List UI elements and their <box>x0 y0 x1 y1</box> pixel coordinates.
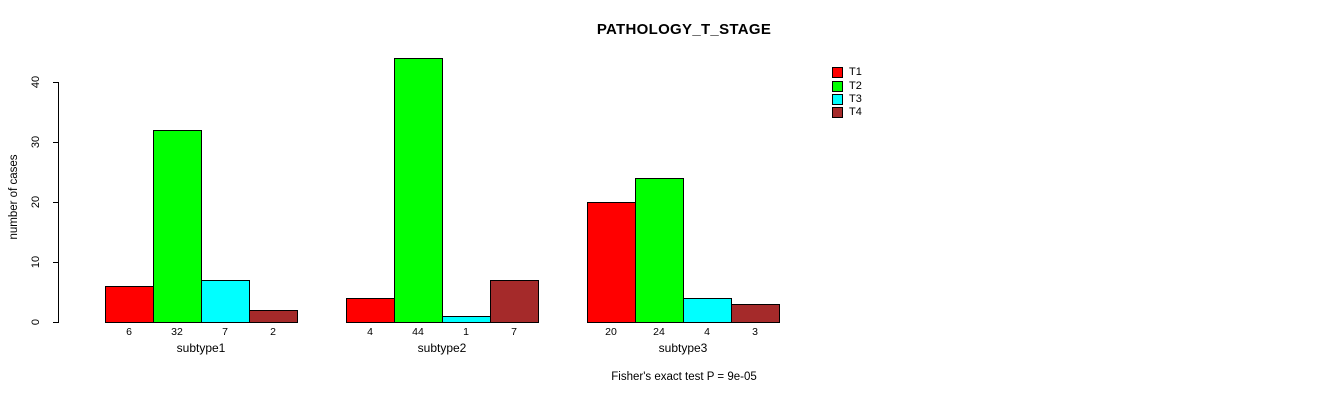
legend: T1 T2 T3 T4 <box>832 66 862 120</box>
bar-subtype3-T1 <box>587 202 636 323</box>
bar-value-label: 4 <box>367 326 373 338</box>
stat-annotation: Fisher's exact test P = 9e-05 <box>611 371 757 383</box>
bar-value-label: 44 <box>412 326 424 338</box>
legend-item-T4: T4 <box>832 106 862 119</box>
bar-value-label: 20 <box>605 326 617 338</box>
bar-value-label: 2 <box>270 326 276 338</box>
legend-label: T2 <box>849 79 862 92</box>
y-axis-tick <box>53 142 58 143</box>
legend-item-T3: T3 <box>832 93 862 106</box>
legend-item-T2: T2 <box>832 79 862 92</box>
bar-subtype3-T2 <box>635 178 684 323</box>
legend-label: T4 <box>849 106 862 119</box>
x-category-label: subtype3 <box>658 341 708 355</box>
bar-subtype2-T1 <box>346 298 395 323</box>
chart-title: PATHOLOGY_T_STAGE <box>596 21 772 38</box>
bar-subtype1-T2 <box>153 130 202 323</box>
y-axis-tick-label: 20 <box>30 195 42 209</box>
legend-swatch-T3 <box>832 93 843 105</box>
legend-item-T1: T1 <box>832 66 862 79</box>
y-axis-tick-label: 0 <box>30 318 42 326</box>
y-axis-tick-label: 10 <box>30 255 42 269</box>
legend-swatch-T4 <box>832 107 843 119</box>
bar-subtype1-T1 <box>105 286 154 323</box>
y-axis-tick <box>53 82 58 83</box>
bar-subtype2-T3 <box>442 316 491 323</box>
y-axis-tick-label: 40 <box>30 75 42 89</box>
legend-label: T3 <box>849 92 862 105</box>
x-category-label: subtype1 <box>176 341 226 355</box>
bar-subtype3-T3 <box>683 298 732 323</box>
y-axis-tick <box>53 202 58 203</box>
bar-value-label: 7 <box>222 326 228 338</box>
bar-value-label: 1 <box>463 326 469 338</box>
y-axis-line <box>58 82 59 323</box>
bar-subtype2-T2 <box>394 58 443 323</box>
legend-label: T1 <box>849 66 862 79</box>
bar-value-label: 6 <box>126 326 132 338</box>
legend-swatch-T1 <box>832 67 843 79</box>
bar-subtype2-T4 <box>490 280 539 323</box>
x-category-label: subtype2 <box>417 341 467 355</box>
legend-swatch-T2 <box>832 80 843 92</box>
bar-subtype3-T4 <box>731 304 780 323</box>
bar-subtype1-T3 <box>201 280 250 323</box>
y-axis-tick <box>53 262 58 263</box>
y-axis-tick-label: 30 <box>30 135 42 149</box>
bar-value-label: 24 <box>653 326 665 338</box>
bar-value-label: 32 <box>171 326 183 338</box>
y-axis-tick <box>53 322 58 323</box>
bar-value-label: 4 <box>704 326 710 338</box>
bar-value-label: 3 <box>752 326 758 338</box>
bar-value-label: 7 <box>511 326 517 338</box>
bar-subtype1-T4 <box>249 310 298 323</box>
